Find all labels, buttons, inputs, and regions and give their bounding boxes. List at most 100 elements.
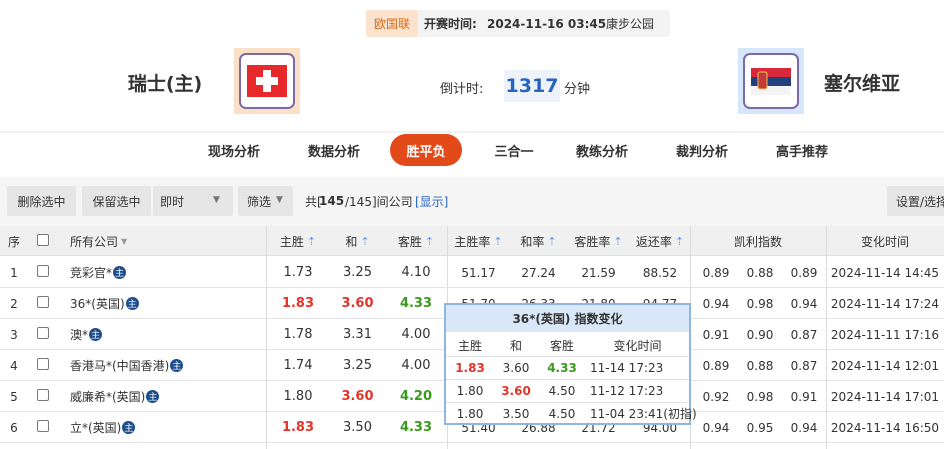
- header-row: [0, 226, 944, 256]
- sort-icon[interactable]: ⇡: [424, 234, 435, 248]
- popup-row-line: [446, 356, 689, 357]
- header-text: 和: [345, 234, 358, 249]
- row-line: [0, 442, 944, 443]
- checkbox[interactable]: [37, 358, 49, 370]
- kelly: 0.90: [746, 327, 774, 342]
- odds: 3.60: [341, 389, 374, 404]
- popup-title: 36*(英国) 指数变化: [446, 305, 689, 332]
- tab[interactable]: 教练分析: [575, 144, 628, 160]
- column-header: 主胜率 ⇡: [447, 226, 510, 256]
- tab[interactable]: 高手推荐: [775, 144, 828, 160]
- odds: 4.10: [401, 265, 431, 280]
- column-header: 和率 ⇡: [510, 226, 567, 256]
- header-text: 返还率: [635, 234, 672, 249]
- toolbar-button[interactable]: 删除选中: [7, 186, 76, 216]
- mode-select[interactable]: 即时: [153, 186, 233, 216]
- kelly: 0.89: [790, 265, 818, 280]
- popup-cell: 3.50: [502, 406, 530, 421]
- column-header: 返还率 ⇡: [630, 226, 690, 256]
- company[interactable]: 香港马*(中国香港) 主: [70, 359, 184, 373]
- popup-header: 主胜: [457, 338, 482, 353]
- header-text: 客胜率: [574, 234, 611, 249]
- odds: 1.83: [281, 296, 315, 311]
- checkbox[interactable]: [37, 296, 49, 308]
- checkbox[interactable]: [37, 420, 49, 432]
- header-text: 主胜: [279, 234, 304, 249]
- countdown: 1317: [504, 70, 560, 102]
- popup-cell: 3.60: [501, 383, 531, 398]
- sort-icon[interactable]: ⇡: [613, 234, 623, 248]
- kelly: 0.92: [702, 389, 730, 404]
- popup-row-line: [446, 379, 689, 380]
- count-suffix: /145]间公司: [345, 194, 413, 209]
- league: 欧国联: [366, 10, 418, 37]
- toolbar: 删除选中 保留选中 即时 ▼ 筛选 ▼ 共[145/145]间公司 [显示] 设置/选择: [0, 186, 944, 216]
- tab[interactable]: 数据分析: [307, 144, 360, 160]
- company[interactable]: 威廉希*(英国) 主: [70, 390, 160, 404]
- header-text: 序: [7, 234, 20, 249]
- venue: 康步公园: [606, 17, 655, 31]
- popup-cell: 11-14 17:23: [590, 360, 664, 375]
- odds: 1.74: [283, 358, 313, 373]
- odds: 3.50: [343, 420, 372, 435]
- company[interactable]: 36*(英国) 主: [70, 297, 139, 311]
- sort-icon[interactable]: ▼: [121, 236, 128, 246]
- kelly: 0.94: [702, 296, 730, 311]
- tab[interactable]: 胜平负: [390, 134, 462, 166]
- kelly: 0.94: [702, 420, 730, 435]
- header-text: 凯利指数: [733, 234, 782, 249]
- select-arrow: ▼: [213, 195, 220, 205]
- odds: 4.33: [399, 420, 433, 435]
- rate: 27.24: [521, 265, 556, 280]
- sort-icon[interactable]: ⇡: [306, 234, 317, 248]
- toolbar-button[interactable]: 保留选中: [82, 186, 151, 216]
- away-team: 塞尔维亚: [823, 72, 900, 95]
- column-header: 和 ⇡: [330, 226, 385, 256]
- sort-icon[interactable]: ⇡: [547, 234, 557, 248]
- count-prefix: 共[: [305, 194, 322, 209]
- settings-button[interactable]: 设置/选择: [887, 186, 944, 216]
- sort-icon[interactable]: ⇡: [360, 234, 370, 248]
- popup-cell: 11-04 23:41(初指): [590, 407, 697, 421]
- checkbox[interactable]: [37, 327, 49, 339]
- tab[interactable]: 裁判分析: [675, 144, 728, 160]
- kelly: 0.89: [702, 358, 730, 373]
- count: 145: [319, 194, 345, 208]
- countdown-unit: 分钟: [564, 81, 591, 97]
- change-time: 2024-11-14 17:24: [830, 296, 940, 311]
- home-badge: 主: [122, 421, 136, 434]
- company[interactable]: 澳* 主: [70, 328, 103, 342]
- header-text: 客胜: [397, 234, 422, 249]
- kelly: 0.91: [702, 327, 730, 342]
- row-number: 1: [10, 265, 18, 280]
- filter-button[interactable]: 筛选: [238, 186, 293, 216]
- row-number: 3: [10, 327, 18, 342]
- company[interactable]: 立*(英国) 主: [70, 421, 136, 435]
- row-number: 5: [10, 389, 18, 404]
- home-badge: 主: [89, 328, 103, 341]
- odds: 1.78: [283, 327, 313, 342]
- tab[interactable]: 现场分析: [207, 144, 260, 160]
- kelly: 0.88: [746, 265, 774, 280]
- odds-popup: 36*(英国) 指数变化 主胜 和 客胜 变化时间 1.83 3.60 4.33 11-14 1…: [444, 303, 697, 425]
- popup-header: 变化时间: [613, 338, 662, 353]
- checkbox[interactable]: [37, 389, 49, 401]
- popup-cell: 1.83: [455, 360, 485, 375]
- sort-icon[interactable]: ⇡: [674, 234, 685, 248]
- odds: 3.25: [343, 358, 372, 373]
- sort-icon[interactable]: ⇡: [493, 234, 503, 248]
- row-line: [0, 287, 944, 288]
- company[interactable]: 竞彩官* 主: [70, 266, 127, 280]
- popup-header: 客胜: [549, 338, 574, 353]
- header-text: 主胜率: [454, 234, 491, 249]
- row-number: 4: [10, 358, 18, 373]
- checkbox[interactable]: [37, 265, 49, 277]
- kelly: 0.88: [746, 358, 774, 373]
- checkbox[interactable]: [37, 234, 49, 246]
- change-time: 2024-11-11 17:16: [830, 327, 940, 342]
- change-time: 2024-11-14 16:50: [830, 420, 940, 435]
- tab[interactable]: 三合一: [494, 144, 534, 160]
- countdown-label: 倒计时:: [440, 81, 484, 97]
- column-header: 变化时间: [826, 226, 944, 256]
- show-link[interactable]: [显示]: [415, 194, 449, 209]
